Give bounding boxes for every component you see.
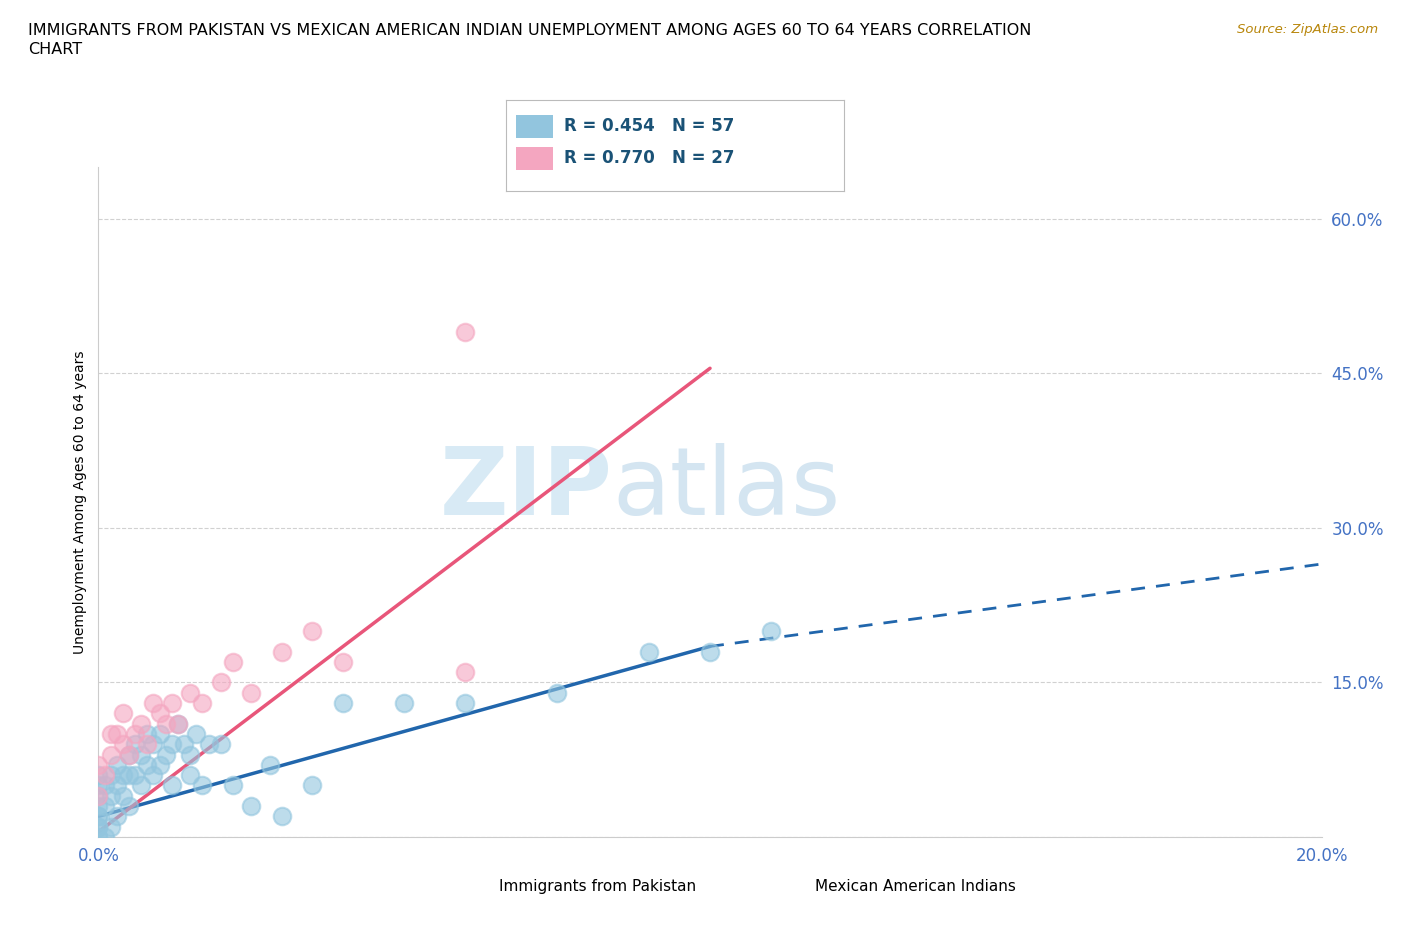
Point bbox=[179, 768, 201, 783]
Point bbox=[100, 726, 122, 741]
Point bbox=[173, 737, 195, 751]
Point bbox=[197, 737, 219, 751]
Point bbox=[111, 706, 134, 721]
Point bbox=[699, 644, 721, 659]
Point bbox=[124, 737, 146, 751]
Point bbox=[105, 757, 128, 772]
Point bbox=[454, 665, 477, 680]
Point bbox=[100, 789, 122, 804]
Point bbox=[186, 726, 208, 741]
Point bbox=[270, 809, 292, 824]
Point bbox=[136, 737, 159, 751]
Point bbox=[87, 819, 110, 834]
Text: R = 0.454   N = 57: R = 0.454 N = 57 bbox=[564, 117, 734, 136]
Text: IMMIGRANTS FROM PAKISTAN VS MEXICAN AMERICAN INDIAN UNEMPLOYMENT AMONG AGES 60 T: IMMIGRANTS FROM PAKISTAN VS MEXICAN AMER… bbox=[28, 23, 1032, 38]
Point bbox=[155, 747, 177, 762]
Point bbox=[87, 778, 110, 793]
Point bbox=[111, 737, 134, 751]
Point bbox=[136, 726, 159, 741]
FancyBboxPatch shape bbox=[516, 115, 554, 139]
Point bbox=[118, 747, 141, 762]
Point bbox=[118, 799, 141, 814]
Y-axis label: Unemployment Among Ages 60 to 64 years: Unemployment Among Ages 60 to 64 years bbox=[73, 351, 87, 654]
FancyBboxPatch shape bbox=[516, 147, 554, 170]
Point bbox=[136, 757, 159, 772]
Point bbox=[87, 830, 110, 844]
Point bbox=[160, 737, 183, 751]
Point bbox=[155, 716, 177, 731]
Point bbox=[149, 706, 172, 721]
Point bbox=[759, 623, 782, 638]
Point bbox=[142, 737, 165, 751]
Point bbox=[87, 789, 110, 804]
Point bbox=[100, 768, 122, 783]
Point bbox=[87, 799, 110, 814]
Point bbox=[160, 696, 183, 711]
Point bbox=[129, 747, 152, 762]
Point bbox=[87, 768, 110, 783]
Point bbox=[222, 655, 245, 670]
Point bbox=[167, 716, 190, 731]
Text: Mexican American Indians: Mexican American Indians bbox=[815, 879, 1017, 894]
Text: Immigrants from Pakistan: Immigrants from Pakistan bbox=[499, 879, 696, 894]
Point bbox=[191, 778, 214, 793]
Point bbox=[179, 685, 201, 700]
Point bbox=[118, 768, 141, 783]
Point bbox=[93, 830, 115, 844]
Point bbox=[129, 716, 152, 731]
Point bbox=[111, 768, 134, 783]
Point bbox=[87, 809, 110, 824]
Point bbox=[209, 737, 232, 751]
Point bbox=[240, 685, 263, 700]
Point bbox=[124, 726, 146, 741]
Point bbox=[454, 696, 477, 711]
Point bbox=[93, 778, 115, 793]
Point bbox=[149, 757, 172, 772]
Point bbox=[167, 716, 190, 731]
Point bbox=[142, 768, 165, 783]
Point bbox=[87, 830, 110, 844]
Point bbox=[637, 644, 661, 659]
Point bbox=[222, 778, 245, 793]
Point bbox=[160, 778, 183, 793]
Point bbox=[179, 747, 201, 762]
Point bbox=[124, 768, 146, 783]
Point bbox=[209, 675, 232, 690]
Point bbox=[118, 747, 141, 762]
Point bbox=[105, 778, 128, 793]
Point bbox=[240, 799, 263, 814]
Point bbox=[87, 809, 110, 824]
Point bbox=[111, 789, 134, 804]
Point bbox=[129, 778, 152, 793]
Text: R = 0.770   N = 27: R = 0.770 N = 27 bbox=[564, 150, 734, 167]
Point bbox=[149, 726, 172, 741]
Point bbox=[546, 685, 568, 700]
Text: Source: ZipAtlas.com: Source: ZipAtlas.com bbox=[1237, 23, 1378, 36]
Point bbox=[191, 696, 214, 711]
Point bbox=[100, 747, 122, 762]
Text: atlas: atlas bbox=[612, 443, 841, 535]
Text: ZIP: ZIP bbox=[439, 443, 612, 535]
Point bbox=[105, 809, 128, 824]
Point bbox=[87, 819, 110, 834]
Point bbox=[87, 757, 110, 772]
Point bbox=[301, 623, 323, 638]
Text: CHART: CHART bbox=[28, 42, 82, 57]
Point bbox=[87, 789, 110, 804]
Point bbox=[93, 799, 115, 814]
Point bbox=[93, 768, 115, 783]
Point bbox=[332, 696, 354, 711]
Point bbox=[392, 696, 416, 711]
Point bbox=[105, 726, 128, 741]
Point bbox=[142, 696, 165, 711]
Point bbox=[301, 778, 323, 793]
Point bbox=[454, 325, 477, 339]
Point bbox=[270, 644, 292, 659]
Point bbox=[259, 757, 281, 772]
Point bbox=[100, 819, 122, 834]
Point bbox=[332, 655, 354, 670]
